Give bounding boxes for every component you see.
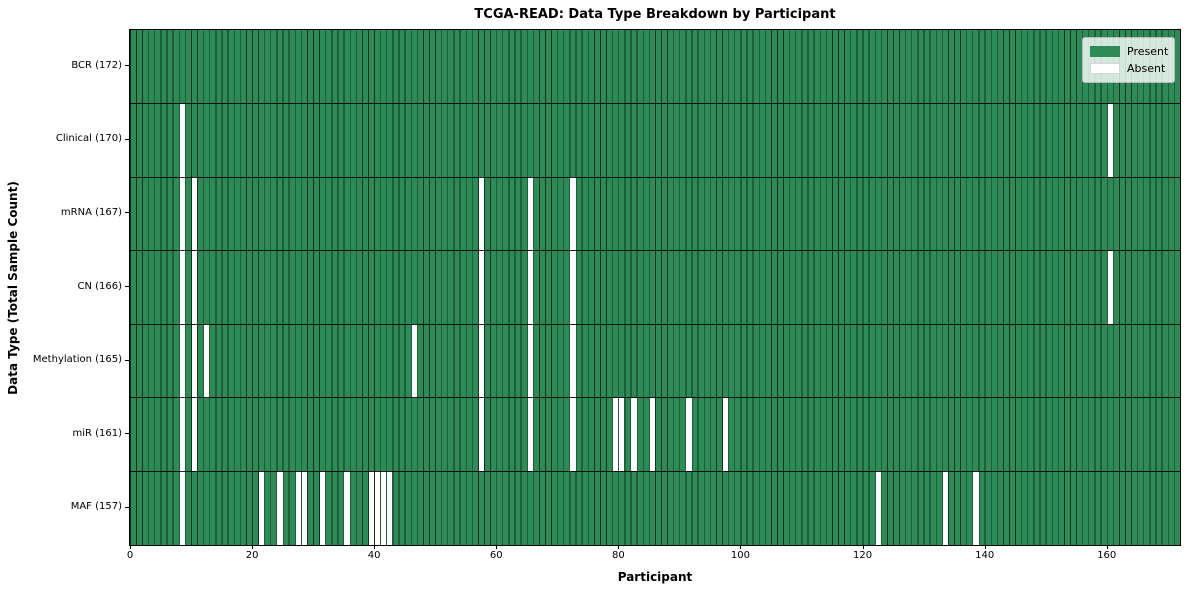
- x-tick-mark: [740, 545, 742, 549]
- y-tick-mark: [125, 65, 129, 67]
- y-tick-label-Clinical: Clinical (170): [55, 133, 122, 145]
- absent-cell-MAF-p35: [344, 471, 350, 545]
- x-tick-label-120: 120: [853, 550, 873, 561]
- absent-cell-MAF-p21: [258, 471, 265, 545]
- absent-cell-MAF-p31: [320, 471, 326, 545]
- absent-cell-MAF-p28: [301, 471, 308, 545]
- absent-cell-miR-p79: [613, 397, 619, 472]
- absent-cell-CN-p65: [527, 250, 533, 325]
- x-tick-label-100: 100: [730, 550, 750, 561]
- absent-cell-mRNA-p72: [570, 177, 576, 251]
- y-tick-mark: [125, 359, 129, 361]
- absent-cell-miR-p97: [722, 397, 729, 472]
- absent-cell-CN-p72: [570, 250, 576, 325]
- absent-cell-miR-p8: [179, 397, 185, 472]
- y-tick-mark: [125, 286, 129, 287]
- present-swatch: [1090, 46, 1120, 57]
- y-tick-label-BCR: BCR (172): [71, 59, 122, 71]
- absent-cell-MAF-p8: [179, 471, 185, 545]
- absent-cell-miR-p10: [191, 397, 198, 472]
- absent-cell-mRNA-p57: [478, 177, 485, 251]
- x-tick-mark: [496, 545, 498, 549]
- absent-cell-CN-p57: [478, 250, 485, 325]
- x-tick-label-40: 40: [367, 550, 381, 561]
- absent-cell-Clinical-p160: [1107, 103, 1113, 178]
- legend-label-present: Present: [1127, 45, 1169, 58]
- absent-cell-mRNA-p65: [527, 177, 533, 251]
- plot-area: [129, 29, 1181, 546]
- x-tick-mark: [862, 545, 864, 549]
- absent-cell-MAF-p133: [942, 471, 948, 545]
- column-gridlines: [130, 30, 1180, 545]
- row-divider: [130, 323, 1180, 325]
- absent-cell-MAF-p27: [295, 471, 301, 545]
- legend-entry-present: Present: [1090, 43, 1169, 60]
- absent-cell-Methylation-p57: [478, 324, 485, 398]
- y-tick-mark: [125, 212, 129, 214]
- y-tick-mark: [125, 433, 129, 435]
- y-tick-label-CN: CN (166): [77, 280, 122, 292]
- absent-cell-CN-p10: [191, 250, 198, 325]
- absent-cell-MAF-p42: [387, 471, 393, 545]
- absent-cell-Methylation-p10: [191, 324, 198, 398]
- absent-cell-CN-p160: [1107, 250, 1113, 325]
- y-tick-label-Methylation: Methylation (165): [32, 354, 122, 366]
- x-tick-mark: [374, 545, 376, 549]
- x-tick-label-20: 20: [245, 550, 259, 561]
- x-tick-mark: [984, 545, 986, 549]
- x-tick-mark: [618, 545, 620, 549]
- x-tick-label-160: 160: [1097, 550, 1117, 561]
- absent-cell-CN-p8: [179, 250, 185, 325]
- absent-cell-miR-p65: [527, 397, 533, 472]
- chart-title: TCGA-READ: Data Type Breakdown by Partic…: [474, 7, 836, 22]
- absent-cell-Methylation-p72: [570, 324, 576, 398]
- legend-entry-absent: Absent: [1090, 60, 1167, 77]
- absent-cell-mRNA-p8: [179, 177, 185, 251]
- absent-cell-Methylation-p46: [411, 324, 417, 398]
- absent-cell-MAF-p40: [374, 471, 381, 545]
- absent-cell-Methylation-p12: [204, 324, 210, 398]
- x-tick-label-140: 140: [975, 550, 995, 561]
- x-tick-label-0: 0: [126, 550, 134, 561]
- absent-swatch: [1090, 63, 1120, 74]
- absent-cell-miR-p72: [570, 397, 576, 472]
- absent-cell-MAF-p138: [973, 471, 979, 545]
- y-tick-label-miR: miR (161): [72, 427, 122, 439]
- x-tick-mark: [1106, 545, 1108, 549]
- x-tick-mark: [130, 545, 131, 549]
- x-tick-label-60: 60: [489, 550, 503, 561]
- absent-cell-miR-p80: [619, 397, 625, 472]
- y-tick-label-mRNA: mRNA (167): [60, 206, 122, 218]
- absent-cell-miR-p82: [631, 397, 637, 472]
- row-divider: [130, 397, 1180, 399]
- legend-label-absent: Absent: [1127, 62, 1166, 75]
- absent-cell-MAF-p41: [381, 471, 387, 545]
- y-tick-label-MAF: MAF (157): [70, 501, 122, 513]
- x-axis-label: Participant: [617, 570, 693, 584]
- absent-cell-MAF-p24: [277, 471, 283, 545]
- absent-cell-mRNA-p10: [191, 177, 198, 251]
- absent-cell-MAF-p39: [368, 471, 375, 545]
- absent-cell-miR-p91: [686, 397, 692, 472]
- row-divider: [130, 103, 1180, 105]
- absent-cell-Clinical-p8: [179, 103, 185, 178]
- absent-cell-MAF-p122: [875, 471, 881, 545]
- absent-cell-miR-p57: [478, 397, 485, 472]
- absent-cell-miR-p85: [649, 397, 655, 472]
- y-tick-mark: [125, 138, 129, 140]
- row-divider: [130, 250, 1180, 252]
- legend: Present Absent: [1082, 37, 1175, 83]
- absent-cell-Methylation-p65: [527, 324, 533, 398]
- row-divider: [130, 176, 1180, 178]
- x-tick-mark: [252, 545, 254, 549]
- row-divider: [130, 470, 1180, 472]
- absent-cell-Methylation-p8: [179, 324, 185, 398]
- x-tick-label-80: 80: [611, 550, 625, 561]
- y-tick-mark: [125, 506, 129, 508]
